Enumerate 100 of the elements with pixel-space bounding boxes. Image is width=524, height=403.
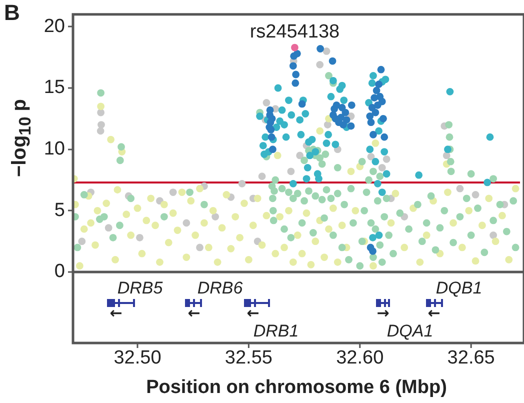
point (285, 96, 292, 104)
point (382, 170, 390, 178)
point (266, 124, 274, 131)
y-tick-label: 5 (54, 200, 65, 221)
point (256, 112, 264, 120)
x-tick-label: 32.50 (114, 348, 162, 369)
y-tick-label: 15 (44, 77, 65, 98)
point (338, 82, 346, 90)
point (169, 188, 177, 196)
point (324, 130, 332, 138)
point (375, 80, 382, 88)
point (212, 213, 220, 220)
text: ← (188, 304, 200, 322)
point (369, 234, 376, 242)
point (490, 232, 498, 239)
point (370, 130, 377, 138)
x-axis-title: Position on chromosome 6 (Mbp) (146, 376, 447, 398)
point (315, 175, 322, 182)
point (486, 133, 494, 141)
text: DQB1 (436, 278, 482, 298)
point (472, 191, 480, 198)
point (446, 88, 454, 96)
point (456, 184, 464, 192)
point (96, 127, 104, 135)
point (366, 146, 374, 154)
point (280, 121, 288, 128)
point (269, 146, 276, 154)
point (380, 114, 387, 122)
point (444, 146, 452, 154)
point (266, 106, 274, 114)
point (380, 148, 388, 156)
point (322, 140, 330, 147)
point (372, 108, 380, 116)
point (238, 180, 246, 188)
point (367, 152, 375, 160)
point (342, 116, 350, 124)
point (297, 130, 305, 138)
point (328, 57, 336, 65)
point (298, 100, 306, 108)
text: ← (246, 304, 260, 322)
point (268, 133, 276, 141)
point (296, 152, 304, 160)
point (292, 70, 300, 78)
point (196, 244, 204, 252)
text: ← (110, 304, 122, 322)
text: DRB6 (197, 278, 244, 298)
annotation: rs2454138 (250, 21, 340, 42)
point (259, 142, 267, 150)
point (274, 84, 282, 92)
point (327, 92, 335, 100)
x-tick-label: 32.55 (224, 348, 272, 369)
point (104, 224, 112, 232)
point (442, 152, 450, 160)
point (268, 114, 276, 122)
point (375, 232, 383, 239)
point (382, 76, 390, 84)
point (347, 122, 355, 130)
y-tick-label: 0 (54, 261, 65, 282)
point (308, 136, 316, 144)
point (306, 152, 314, 160)
point (380, 133, 388, 141)
point (289, 180, 297, 188)
point (98, 121, 105, 128)
point (329, 76, 337, 84)
point (484, 178, 492, 186)
point (316, 45, 324, 52)
point (287, 168, 295, 176)
text: DRB1 (253, 322, 299, 341)
point (348, 101, 356, 109)
point (415, 171, 423, 179)
point (293, 50, 301, 58)
point (324, 121, 332, 128)
point (374, 180, 382, 188)
point (378, 98, 386, 106)
point (332, 101, 340, 109)
point (372, 158, 380, 166)
point (378, 188, 386, 196)
point (332, 140, 340, 148)
point (302, 110, 310, 118)
point (291, 44, 298, 52)
point (370, 72, 377, 80)
x-tick-label: 32.60 (336, 348, 384, 369)
point (262, 133, 270, 141)
y-tick-label: 10 (44, 138, 65, 160)
point (316, 60, 324, 68)
point (302, 175, 310, 182)
point (292, 79, 300, 87)
point (136, 234, 144, 242)
point (258, 172, 266, 180)
y-tick-label: 20 (44, 16, 65, 37)
point (97, 108, 104, 116)
point (368, 79, 376, 87)
point (278, 106, 286, 114)
point (377, 66, 385, 74)
point (296, 116, 304, 124)
text: DQA1 (386, 322, 434, 341)
point (342, 108, 350, 116)
text: ← (428, 304, 440, 322)
point (304, 164, 312, 172)
point (375, 127, 382, 135)
